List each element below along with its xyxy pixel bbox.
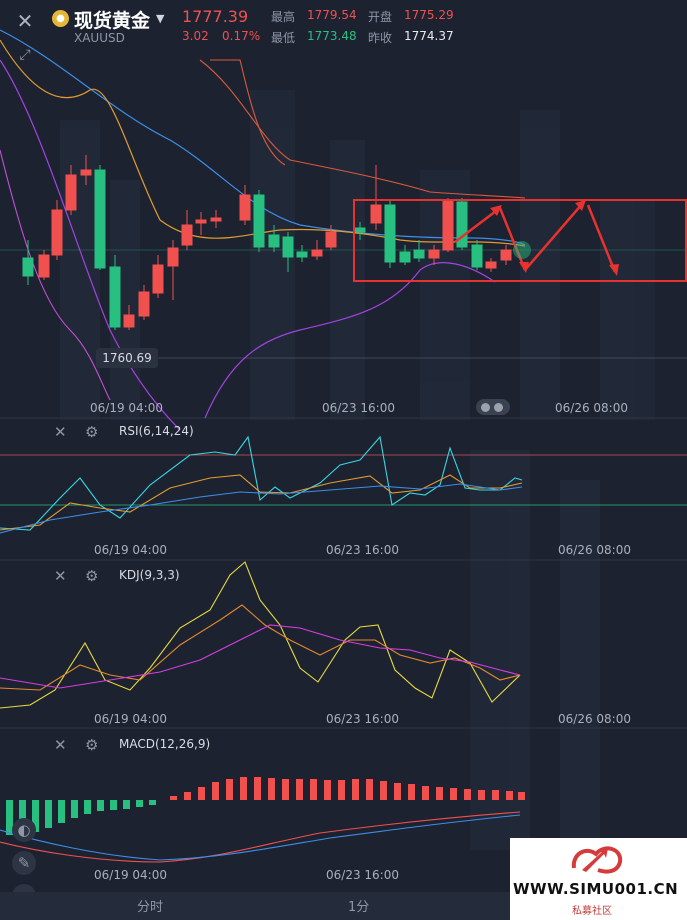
ma-orange-line xyxy=(0,39,526,247)
boll-upper-line xyxy=(199,59,526,199)
pager-dot[interactable] xyxy=(494,403,503,412)
time-label: 06/26 08:00 xyxy=(555,401,628,415)
time-label: 06/26 08:00 xyxy=(558,543,631,557)
low-label: 最低 xyxy=(271,31,296,45)
time-label: 06/23 16:00 xyxy=(326,868,399,882)
rsi-24-line xyxy=(0,483,523,534)
settings-icon[interactable]: ⚙ xyxy=(85,567,99,585)
watermark-text: WWW.SIMU001.CN xyxy=(513,880,679,898)
rsi-6-line xyxy=(0,435,523,531)
time-label: 06/19 04:00 xyxy=(94,712,167,726)
high-value: 1779.54 xyxy=(307,8,357,22)
background-skyline xyxy=(60,90,655,850)
live-price-dot xyxy=(513,241,531,259)
settings-icon[interactable]: ⚙ xyxy=(85,736,99,754)
macd-dif-line xyxy=(0,811,521,863)
annotation-box[interactable] xyxy=(353,199,687,282)
rsi-label: RSI(6,14,24) xyxy=(119,424,194,438)
settings-icon[interactable]: ⚙ xyxy=(85,423,99,441)
ma-blue-line xyxy=(0,29,526,246)
open-label: 开盘 xyxy=(368,10,393,24)
annotation-arrows[interactable] xyxy=(454,202,617,273)
instrument-title[interactable]: 现货黄金 xyxy=(74,10,151,32)
time-label: 06/19 04:00 xyxy=(94,868,167,882)
rsi-14-line xyxy=(0,474,523,531)
gold-coin-icon: ● xyxy=(52,10,69,27)
pencil-icon[interactable]: ✎ xyxy=(12,851,36,875)
boll-lower-line-2 xyxy=(204,262,496,419)
kdj-label: KDJ(9,3,3) xyxy=(119,568,180,582)
caret-down-icon[interactable]: ▼ xyxy=(156,12,165,25)
macd-dea-line xyxy=(0,814,521,861)
close-icon[interactable]: ✕ xyxy=(16,9,34,33)
boll-upper-line-2 xyxy=(210,59,286,166)
tab-time-sharing[interactable]: 分时 xyxy=(137,900,164,915)
instrument-symbol: XAUUSD xyxy=(74,31,125,45)
time-label: 06/23 16:00 xyxy=(322,401,395,415)
last-price: 1777.39 xyxy=(182,7,249,26)
tab-1min[interactable]: 1分 xyxy=(348,900,370,915)
price-change: 3.02 xyxy=(182,29,209,43)
time-label: 06/23 16:00 xyxy=(326,712,399,726)
price-change-pct: 0.17% xyxy=(222,29,261,43)
time-label: 06/19 04:00 xyxy=(94,543,167,557)
ma-purple-line xyxy=(0,149,111,401)
prev-close-value: 1774.37 xyxy=(404,29,454,43)
macd-label: MACD(12,26,9) xyxy=(119,737,211,751)
expand-icon[interactable]: ⤢ xyxy=(19,47,31,63)
watermark-subtext: 私募社区 xyxy=(572,906,612,917)
min-price-label: 1760.69 xyxy=(96,348,158,368)
time-label: 06/26 08:00 xyxy=(558,712,631,726)
kdj-d-line xyxy=(0,604,521,691)
kdj-k-line xyxy=(0,624,521,689)
close-icon[interactable]: ✕ xyxy=(54,423,67,441)
chart-area[interactable] xyxy=(0,0,687,892)
candlesticks xyxy=(22,155,512,330)
high-label: 最高 xyxy=(271,10,296,24)
open-value: 1775.29 xyxy=(404,8,454,22)
watermark-logo-icon xyxy=(571,846,623,874)
close-icon[interactable]: ✕ xyxy=(54,736,67,754)
macd-histogram-positive xyxy=(170,777,525,800)
tool-circle-icon[interactable]: ◐ xyxy=(12,818,36,842)
time-label: 06/23 16:00 xyxy=(326,543,399,557)
pager-dot[interactable] xyxy=(481,403,490,412)
macd-histogram-negative xyxy=(6,800,156,835)
boll-lower-line xyxy=(0,59,181,431)
close-icon[interactable]: ✕ xyxy=(54,567,67,585)
kdj-j-line xyxy=(0,561,521,709)
low-value: 1773.48 xyxy=(307,29,357,43)
time-label: 06/19 04:00 xyxy=(90,401,163,415)
prev-close-label: 昨收 xyxy=(368,31,393,45)
